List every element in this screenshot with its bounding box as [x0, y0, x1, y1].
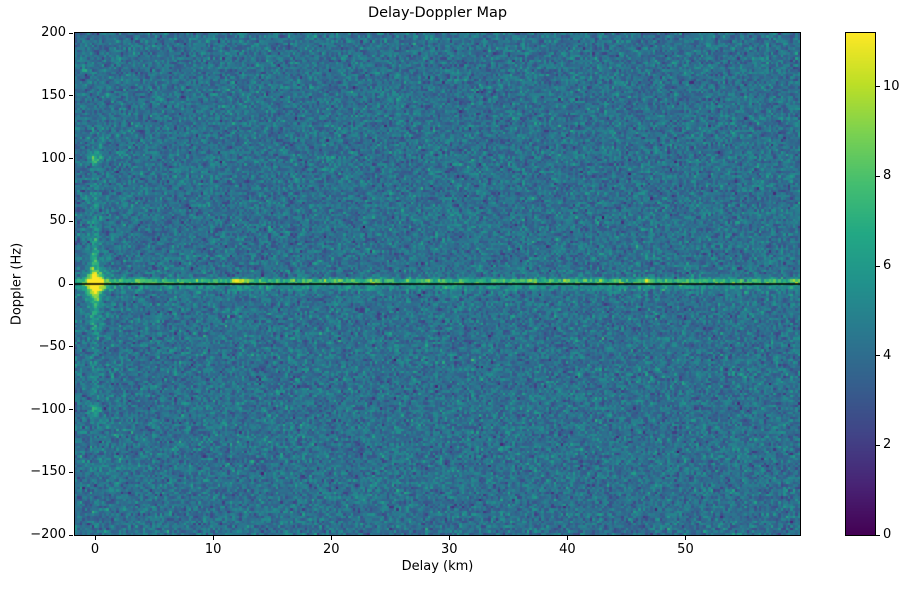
y-tick-mark	[69, 158, 73, 159]
heatmap-canvas	[75, 33, 800, 535]
y-tick-mark	[69, 32, 73, 34]
colorbar-tick-mark	[876, 265, 880, 267]
chart-title: Delay-Doppler Map	[367, 5, 508, 21]
x-tick-mark	[330, 536, 332, 540]
x-tick-mark	[566, 536, 568, 540]
x-tick-label: 40	[559, 542, 576, 557]
y-tick-label: −100	[30, 401, 66, 417]
x-tick-label: 10	[204, 542, 222, 557]
x-tick-label: 30	[441, 542, 458, 557]
y-tick-label: 50	[49, 213, 66, 229]
y-tick-mark	[69, 220, 73, 222]
colorbar-tick-label: 4	[883, 347, 892, 363]
plot-area	[74, 32, 801, 536]
x-tick-mark	[212, 536, 214, 540]
x-tick-mark	[94, 536, 96, 540]
x-tick-label: 0	[90, 542, 100, 557]
y-tick-label: −200	[30, 527, 66, 542]
colorbar-tick-label: 10	[883, 78, 900, 94]
colorbar-tick-label: 2	[883, 437, 892, 453]
y-tick-label: 0	[57, 276, 66, 291]
colorbar-canvas	[846, 33, 875, 535]
y-tick-label: 100	[41, 150, 66, 166]
colorbar-tick-mark	[876, 355, 880, 357]
x-axis-label: Delay (km)	[401, 559, 474, 574]
x-tick-label: 20	[322, 542, 340, 557]
colorbar-tick-label: 0	[883, 527, 892, 542]
y-tick-mark	[69, 95, 73, 97]
y-tick-label: −150	[30, 464, 66, 480]
y-tick-mark	[69, 534, 73, 536]
colorbar-tick-mark	[876, 444, 880, 446]
colorbar-tick-label: 6	[883, 258, 892, 274]
y-tick-label: −50	[38, 338, 66, 354]
y-tick-label: 150	[41, 87, 66, 103]
x-tick-mark	[684, 536, 686, 540]
y-tick-mark	[69, 409, 73, 410]
y-tick-mark	[69, 346, 73, 348]
colorbar-tick-label: 8	[883, 168, 892, 184]
colorbar-tick-mark	[876, 175, 880, 177]
x-tick-mark	[448, 536, 450, 540]
x-tick-label: 50	[677, 542, 694, 557]
colorbar	[845, 32, 876, 536]
colorbar-tick-mark	[876, 86, 880, 88]
y-tick-mark	[69, 471, 73, 473]
y-tick-label: 200	[41, 25, 66, 40]
y-tick-mark	[69, 283, 73, 285]
colorbar-tick-mark	[876, 534, 880, 536]
